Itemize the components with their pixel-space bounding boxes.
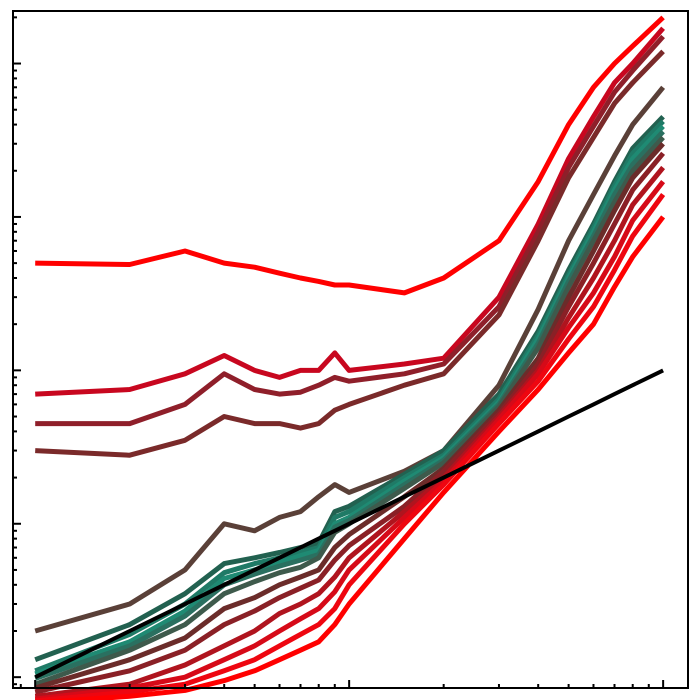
series-line-1 (35, 15, 665, 296)
series-line-13 (34, 165, 666, 699)
series-line-16 (40, 215, 666, 700)
series-line-4 (35, 49, 665, 458)
reference-line-layer (34, 368, 664, 679)
series-line-8 (34, 124, 665, 677)
series-layer (34, 15, 666, 700)
series-line-3 (35, 34, 665, 427)
series-line-12 (34, 151, 666, 695)
series-line-2 (35, 26, 665, 397)
series-line-14 (34, 180, 666, 700)
reference-line (34, 368, 664, 679)
series-line-11 (34, 142, 665, 691)
plot-frame (12, 10, 689, 689)
series-line-15 (34, 193, 666, 700)
series-line-5 (34, 85, 666, 634)
